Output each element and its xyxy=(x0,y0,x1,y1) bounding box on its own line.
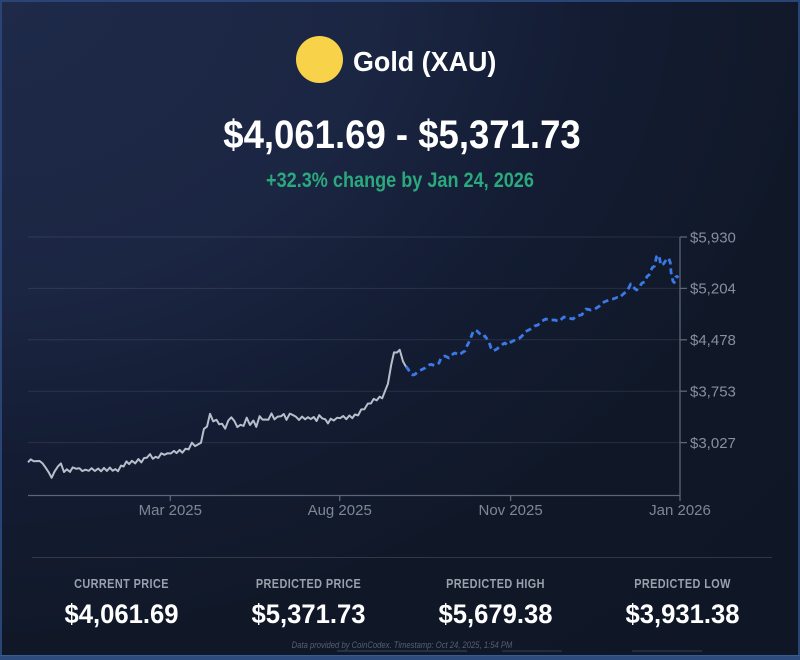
svg-text:$3,027: $3,027 xyxy=(690,435,736,452)
svg-text:Aug 2025: Aug 2025 xyxy=(308,502,372,519)
svg-text:Jan 2026: Jan 2026 xyxy=(649,502,711,519)
svg-text:$5,930: $5,930 xyxy=(690,229,736,246)
svg-text:$5,204: $5,204 xyxy=(690,281,736,298)
svg-text:$4,478: $4,478 xyxy=(690,332,736,349)
svg-text:Nov 2025: Nov 2025 xyxy=(478,502,542,519)
svg-text:$3,753: $3,753 xyxy=(690,384,736,401)
svg-text:Mar 2025: Mar 2025 xyxy=(139,502,202,519)
